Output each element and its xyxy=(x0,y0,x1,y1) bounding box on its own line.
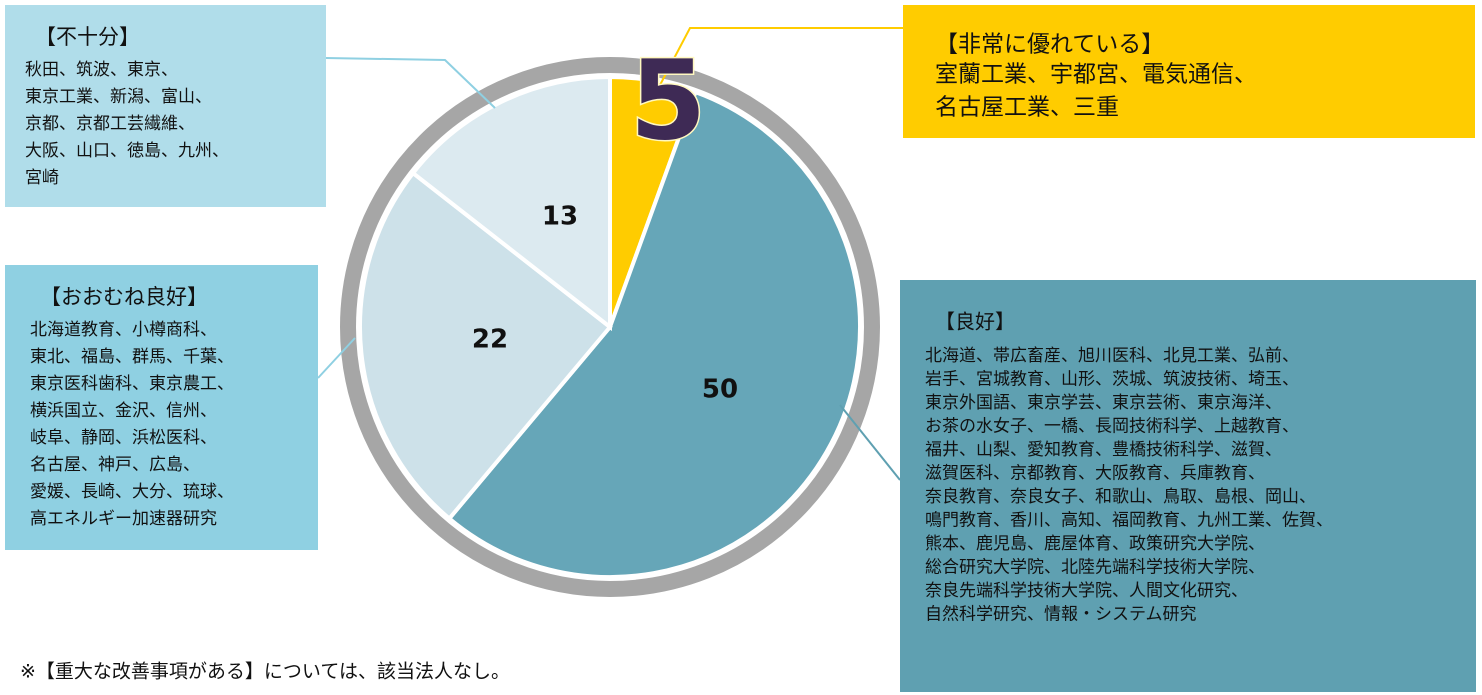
data-label: 13 xyxy=(542,202,578,232)
member-line: 愛媛、長崎、大分、琉球、 xyxy=(30,482,234,502)
data-label: 22 xyxy=(472,325,508,355)
category-box xyxy=(903,5,1475,138)
data-label: 50 xyxy=(702,375,738,405)
member-line: 名古屋工業、三重 xyxy=(935,95,1119,121)
member-line: 北海道教育、小樽商科、 xyxy=(30,320,217,340)
member-line: 東京外国語、東京学芸、東京芸術、東京海洋、 xyxy=(925,393,1282,413)
member-line: 名古屋、神戸、広島、 xyxy=(30,455,200,475)
member-line: 自然科学研究、情報・システム研究 xyxy=(925,605,1197,625)
category-label: 【不十分】 xyxy=(35,25,140,49)
leader-line xyxy=(659,27,903,86)
member-line: 総合研究大学院、北陸先端科学技術大学院、 xyxy=(925,558,1265,578)
member-line: 東北、福島、群馬、千葉、 xyxy=(30,347,234,367)
category-box xyxy=(900,280,1476,692)
member-line: 東京医科歯科、東京農工、 xyxy=(30,374,234,394)
footnote: ※【重大な改善事項がある】については、該当法人なし。 xyxy=(20,661,510,683)
pie xyxy=(358,74,862,579)
member-line: 宮崎 xyxy=(25,168,59,188)
member-line: 熊本、鹿児島、鹿屋体育、政策研究大学院、 xyxy=(925,534,1265,554)
member-line: 岐阜、静岡、浜松医科、 xyxy=(30,428,217,448)
category-label: 【おおむね良好】 xyxy=(40,285,208,309)
category-label: 【良好】 xyxy=(935,310,1015,334)
pie-slice xyxy=(446,89,862,579)
member-line: お茶の水女子、一橋、長岡技術科学、上越教育、 xyxy=(925,417,1299,437)
leader-line xyxy=(317,337,356,379)
member-line: 大阪、山口、徳島、九州、 xyxy=(25,141,229,161)
member-line: 奈良先端科学技術大学院、人間文化研究、 xyxy=(925,581,1248,601)
leader-line xyxy=(325,57,496,109)
member-line: 室蘭工業、宇都宮、電気通信、 xyxy=(935,62,1257,88)
member-line: 滋賀医科、京都教育、大阪教育、兵庫教育、 xyxy=(925,464,1265,484)
member-line: 京都、京都工芸繊維、 xyxy=(25,114,195,134)
category-label: 【非常に優れている】 xyxy=(935,32,1164,58)
member-line: 北海道、帯広畜産、旭川医科、北見工業、弘前、 xyxy=(925,346,1299,366)
member-line: 鳴門教育、香川、高知、福岡教育、九州工業、佐賀、 xyxy=(925,511,1333,531)
category-box xyxy=(5,5,326,207)
member-line: 高エネルギー加速器研究 xyxy=(30,509,217,529)
member-line: 奈良教育、奈良女子、和歌山、鳥取、島根、岡山、 xyxy=(925,487,1316,507)
category-box xyxy=(5,265,318,550)
member-line: 岩手、宮城教育、山形、茨城、筑波技術、埼玉、 xyxy=(925,370,1299,390)
pie-slice xyxy=(410,74,612,332)
pie-slice xyxy=(358,170,613,522)
member-line: 秋田、筑波、東京、 xyxy=(25,60,178,80)
member-line: 横浜国立、金沢、信州、 xyxy=(30,401,217,421)
leader-line xyxy=(839,404,901,481)
pie-ring xyxy=(340,57,880,597)
member-line: 東京工業、新潟、富山、 xyxy=(25,87,212,107)
data-label: 5 xyxy=(630,36,707,164)
member-line: 福井、山梨、愛知教育、豊橋技術科学、滋賀、 xyxy=(925,440,1282,460)
